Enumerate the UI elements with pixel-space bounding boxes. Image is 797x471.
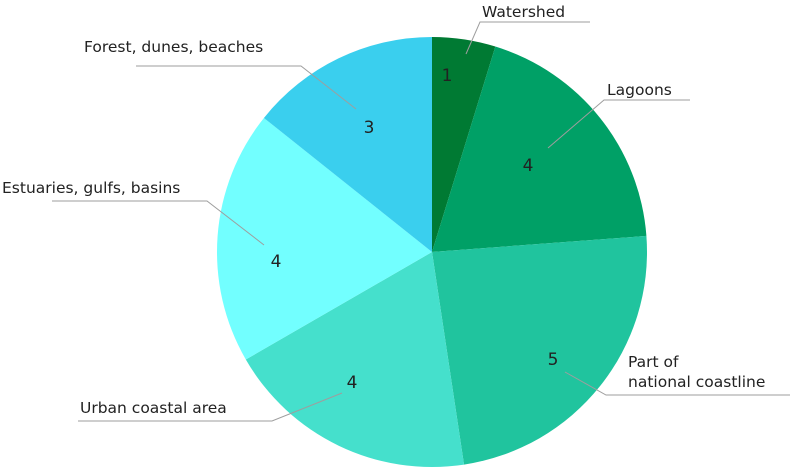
leader-lines [52,21,790,422]
value-label-lagoons: 4 [523,156,534,176]
pie-slice-forest-dunes-beaches [263,37,432,252]
leader-line-urban-coastal-area [78,392,343,422]
value-label-urban-coastal-area: 4 [347,373,358,393]
value-label-estuaries-gulfs-basins: 4 [271,252,282,272]
value-label-forest-dunes-beaches: 3 [364,118,375,138]
category-label-part-of-national-coastline: Part of national coastline [628,353,765,391]
pie-slice-watershed [432,37,496,252]
leader-line-part-of-national-coastline [564,371,790,396]
value-label-watershed: 1 [442,66,453,86]
value-label-part-of-national-coastline: 5 [548,350,559,370]
pie-slices [216,37,648,468]
leader-line-estuaries-gulfs-basins [52,200,265,246]
leader-line-lagoons [547,99,690,149]
value-labels: 1 4 5 4 4 3 [271,66,559,393]
category-labels: Watershed Lagoons Part of national coastlin… [2,3,765,417]
leader-line-watershed [465,21,590,55]
category-label-watershed: Watershed [482,3,565,21]
pie-slice-estuaries-gulfs-basins [216,117,432,360]
pie-slice-part-of-national-coastline [432,235,648,465]
category-label-estuaries-gulfs-basins: Estuaries, gulfs, basins [2,179,180,197]
category-label-forest-dunes-beaches: Forest, dunes, beaches [84,38,263,56]
pie-slice-urban-coastal-area [245,252,465,468]
pie-slice-lagoons [432,46,647,252]
category-label-urban-coastal-area: Urban coastal area [80,399,227,417]
category-label-lagoons: Lagoons [607,81,672,99]
leader-line-forest-dunes-beaches [136,65,357,110]
